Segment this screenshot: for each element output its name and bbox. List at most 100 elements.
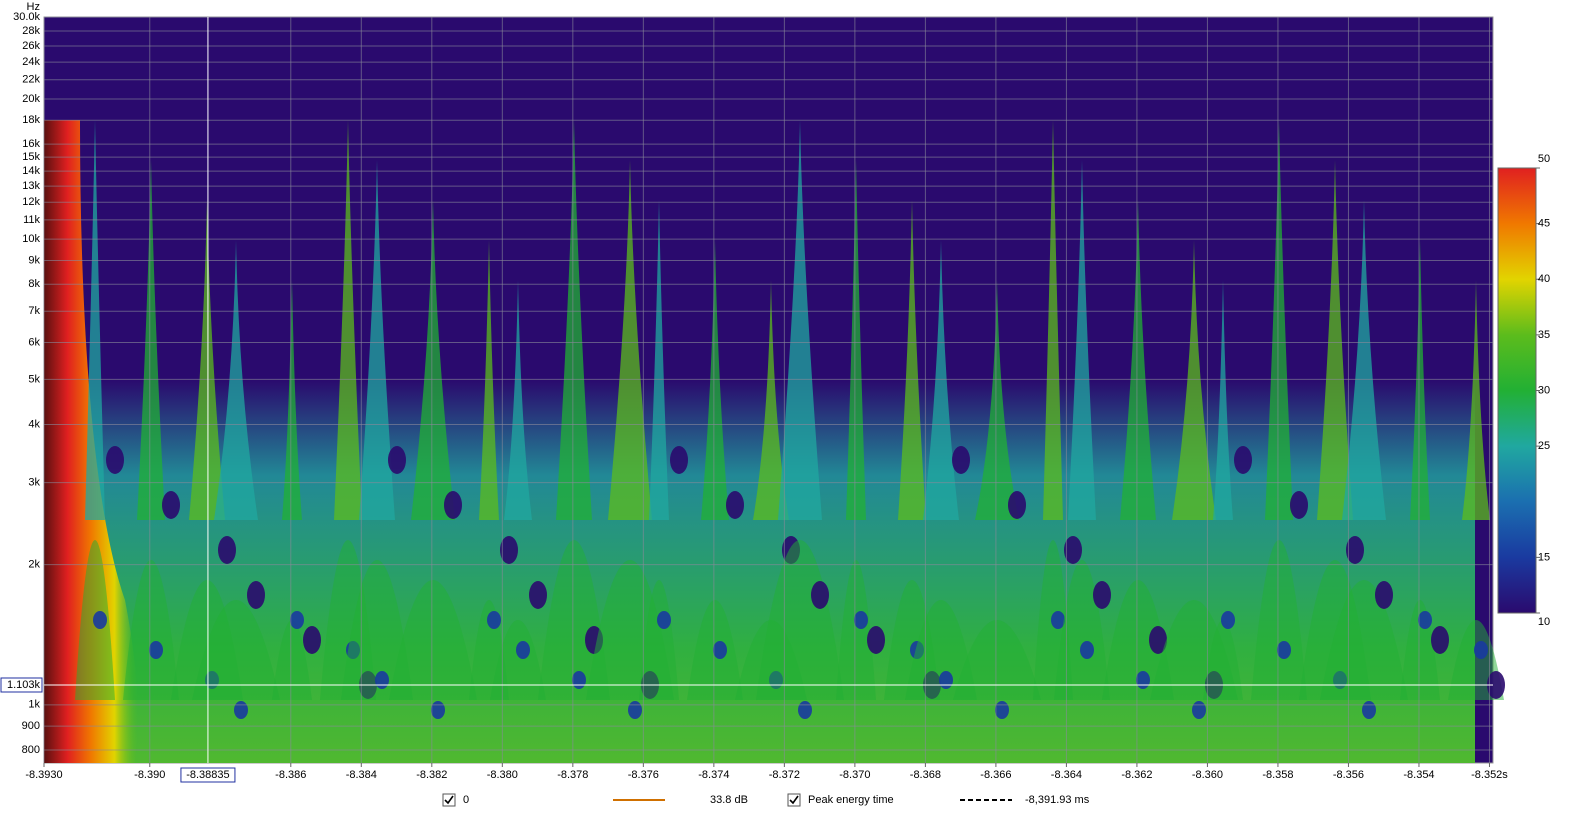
legend-check — [789, 795, 799, 805]
heatmap-texture — [106, 446, 124, 474]
heatmap-texture — [628, 701, 642, 719]
x-tick-label: -8.362 — [1121, 769, 1152, 781]
heatmap-texture — [282, 280, 302, 520]
x-tick-label: -8.386 — [275, 769, 306, 781]
heatmap-texture — [1410, 240, 1430, 520]
heatmap-texture — [479, 240, 499, 520]
heatmap-texture — [444, 491, 462, 519]
heatmap-texture — [137, 160, 165, 520]
x-tick-label: -8.380 — [487, 769, 518, 781]
y-tick-label: 22k — [22, 74, 40, 86]
heatmap-texture — [1265, 120, 1293, 520]
heatmap-texture — [1375, 581, 1393, 609]
y-tick-label: 4k — [28, 418, 40, 430]
cursor-x-box — [180, 767, 236, 783]
heatmap-texture — [670, 446, 688, 474]
colorbar-label: 40 — [1538, 273, 1550, 285]
heatmap-texture — [1213, 280, 1233, 520]
heatmap-texture — [923, 240, 959, 520]
heatmap-texture — [359, 160, 395, 520]
heatmap-texture — [1051, 611, 1065, 629]
x-tick-label: -8.352s — [1471, 769, 1508, 781]
legend-label: 0 — [463, 794, 469, 806]
heatmap-texture — [1192, 701, 1206, 719]
y-tick-label: 3k — [28, 477, 40, 489]
grid — [43, 16, 1493, 763]
cursor-y-box — [0, 677, 43, 693]
heatmap-texture — [93, 611, 107, 629]
heatmap-texture — [516, 641, 530, 659]
heatmap-texture — [1277, 641, 1291, 659]
heatmap-texture — [1418, 611, 1432, 629]
heatmap-texture — [290, 611, 304, 629]
heatmap-texture — [272, 620, 312, 700]
heatmap-texture — [756, 540, 844, 700]
heatmap-texture — [1080, 641, 1094, 659]
heatmap-texture — [811, 581, 829, 609]
heatmap-texture — [192, 600, 280, 700]
x-tick-label: -8.390 — [134, 769, 165, 781]
x-tick-label: -8.3930 — [25, 769, 62, 781]
y-tick-label: 15k — [22, 151, 40, 163]
y-tick-label: 16k — [22, 138, 40, 150]
heatmap-texture — [975, 280, 1019, 520]
colorbar-label: 10 — [1538, 616, 1550, 628]
colorbar-label: 25 — [1538, 440, 1550, 452]
heatmap-texture — [657, 611, 671, 629]
heatmap-texture — [1487, 671, 1505, 699]
heatmap-texture — [1462, 280, 1490, 520]
heatmap-texture — [952, 446, 970, 474]
heatmap-texture — [1346, 536, 1364, 564]
x-tick-label: -8.384 — [346, 769, 377, 781]
y-tick-label: 13k — [22, 180, 40, 192]
heatmap-texture — [411, 200, 455, 520]
heatmap-texture — [334, 120, 362, 520]
heatmap-texture — [388, 446, 406, 474]
heatmap-texture — [1290, 491, 1308, 519]
heatmap-texture — [778, 120, 822, 520]
heatmap-texture — [939, 671, 953, 689]
heatmap-texture — [713, 641, 727, 659]
x-tick-label: -8.378 — [557, 769, 588, 781]
y-tick-label: 8k — [28, 278, 40, 290]
y-tick-label: 14k — [22, 165, 40, 177]
colorbar-label: 50 — [1538, 153, 1550, 165]
heatmap-texture — [1342, 200, 1386, 520]
y-tick-label: 28k — [22, 25, 40, 37]
heatmap-texture — [572, 671, 586, 689]
heatmap-texture — [639, 580, 679, 700]
heatmap-texture — [44, 120, 1505, 763]
heatmap-texture — [538, 540, 610, 700]
heatmap-texture — [1234, 446, 1252, 474]
y-tick-label: 12k — [22, 196, 40, 208]
heatmap-texture — [490, 620, 546, 700]
legend-checkbox — [787, 793, 801, 807]
colorbar-label: 15 — [1538, 551, 1550, 563]
heatmap-texture — [1431, 626, 1449, 654]
cursor-x-label: -8.38835 — [186, 769, 229, 781]
heatmap-texture — [905, 600, 977, 700]
heatmap-texture — [189, 200, 225, 520]
heatmap-texture — [556, 120, 592, 520]
x-tick-label: -8.358 — [1262, 769, 1293, 781]
colorbar-label: 45 — [1538, 218, 1550, 230]
heatmap-texture — [487, 611, 501, 629]
heatmap-texture — [1149, 626, 1167, 654]
heatmap-texture — [85, 120, 105, 520]
heatmap-texture — [529, 581, 547, 609]
heatmap-texture — [753, 280, 789, 520]
x-tick-label: -8.356 — [1333, 769, 1364, 781]
y-tick-label: 20k — [22, 93, 40, 105]
heatmap-texture — [798, 701, 812, 719]
heatmap-texture — [867, 626, 885, 654]
heatmap-texture — [44, 380, 1475, 763]
y-tick-label: 18k — [22, 114, 40, 126]
x-tick-label: -8.374 — [698, 769, 729, 781]
x-tick-label: -8.382 — [416, 769, 447, 781]
heatmap-texture — [995, 701, 1009, 719]
x-tick-label: -8.366 — [980, 769, 1011, 781]
heatmap-texture — [1043, 120, 1063, 520]
heatmap-texture — [953, 620, 1041, 700]
heatmap-texture — [218, 536, 236, 564]
